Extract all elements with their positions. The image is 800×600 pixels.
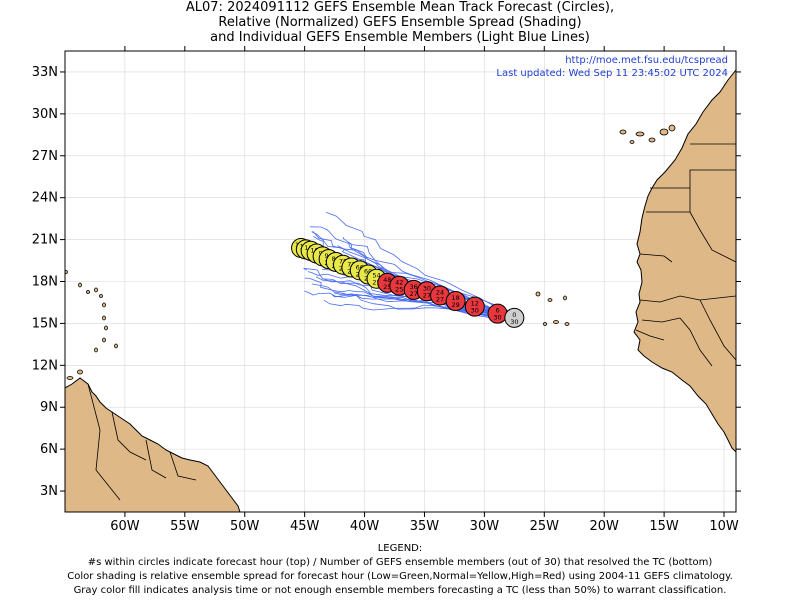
track-point: 630 [487, 303, 508, 324]
lat-tick-label: 33N [32, 65, 58, 80]
title-line-3: and Individual GEFS Ensemble Members (Li… [210, 30, 590, 45]
forecast-hour-label: 48 [383, 276, 391, 284]
forecast-hour-label: 66 [356, 263, 364, 271]
lon-tick-label: 30W [470, 519, 500, 534]
track-point: 030 [504, 307, 525, 328]
land-layer [65, 69, 736, 512]
lon-tick-label: 55W [170, 519, 200, 534]
credit-updated: Last updated: Wed Sep 11 23:45:02 UTC 20… [496, 68, 728, 79]
forecast-hour-label: 6 [495, 307, 499, 315]
member-count-label: 29 [451, 301, 459, 309]
africa-borders [635, 143, 736, 367]
lat-tick-label: 9N [40, 400, 58, 415]
member-count-label: 25 [372, 279, 380, 287]
lon-tick-label: 40W [350, 519, 380, 534]
lat-tick-label: 27N [32, 149, 58, 164]
track-circle [504, 307, 525, 328]
lon-tick-label: 25W [530, 519, 560, 534]
legend-line-3: Gray color fill indicates analysis time … [73, 585, 727, 596]
member-count-label: 27 [423, 291, 431, 299]
forecast-hour-label: 18 [451, 294, 459, 302]
lat-tick-label: 21N [32, 233, 58, 248]
track-circle [464, 296, 485, 317]
forecast-hour-label: 60 [364, 268, 372, 276]
south-america-borders [87, 383, 197, 501]
south-america-landmass [65, 377, 241, 512]
lat-tick-label: 30N [32, 107, 58, 122]
lat-tick-label: 15N [32, 316, 58, 331]
forecast-hour-label: 78 [339, 258, 347, 266]
forecast-hour-label: 12 [471, 300, 479, 308]
lon-tick-label: 15W [649, 519, 679, 534]
mean-track: 1202311425108251022596259025842578257225… [291, 237, 525, 328]
member-count-label: 27 [410, 290, 418, 298]
forecast-hour-label: 54 [372, 272, 380, 280]
member-count-label: 25 [395, 286, 403, 294]
title-line-1: AL07: 2024091112 GEFS Ensemble Mean Trac… [185, 0, 615, 15]
credit-url[interactable]: http://moe.met.fsu.edu/tcspread [565, 55, 728, 66]
africa-landmass [633, 69, 736, 453]
lat-tick-label: 6N [40, 442, 58, 457]
forecast-hour-label: 36 [410, 283, 418, 291]
lat-tick-label: 24N [32, 191, 58, 206]
lon-tick-label: 60W [110, 519, 140, 534]
lon-tick-label: 45W [290, 519, 320, 534]
member-track [331, 294, 512, 321]
islands [65, 124, 676, 380]
forecast-hour-label: 72 [347, 261, 355, 269]
legend-line-2: Color shading is relative ensemble sprea… [67, 571, 733, 582]
forecast-hour-label: 30 [423, 284, 431, 292]
axis-ticks: 3N 6N 9N 12N 15N 18N 21N 24N 27N 30N 33N 60W 55W 50W 4… [32, 46, 741, 534]
lon-tick-label: 20W [589, 519, 619, 534]
forecast-hour-label: 24 [436, 288, 444, 296]
member-track [326, 212, 514, 316]
lon-tick-label: 10W [709, 519, 739, 534]
member-count-label: 30 [510, 318, 518, 326]
member-count-label: 30 [493, 314, 501, 322]
legend-line-1: #s within circles indicate forecast hour… [87, 557, 713, 568]
forecast-hour-label: 0 [512, 311, 516, 319]
lon-tick-label: 50W [230, 519, 260, 534]
lat-tick-label: 18N [32, 275, 58, 290]
lat-tick-label: 3N [40, 484, 58, 499]
forecast-hour-label: 42 [395, 279, 403, 287]
member-count-label: 27 [436, 295, 444, 303]
lat-tick-label: 12N [32, 358, 58, 373]
track-circle [445, 291, 466, 312]
member-track [337, 245, 519, 316]
lon-tick-label: 35W [410, 519, 440, 534]
legend-heading: LEGEND: [377, 543, 423, 554]
title-line-2: Relative (Normalized) GEFS Ensemble Spre… [218, 15, 582, 30]
member-count-label: 25 [383, 283, 391, 291]
member-count-label: 30 [471, 307, 479, 315]
